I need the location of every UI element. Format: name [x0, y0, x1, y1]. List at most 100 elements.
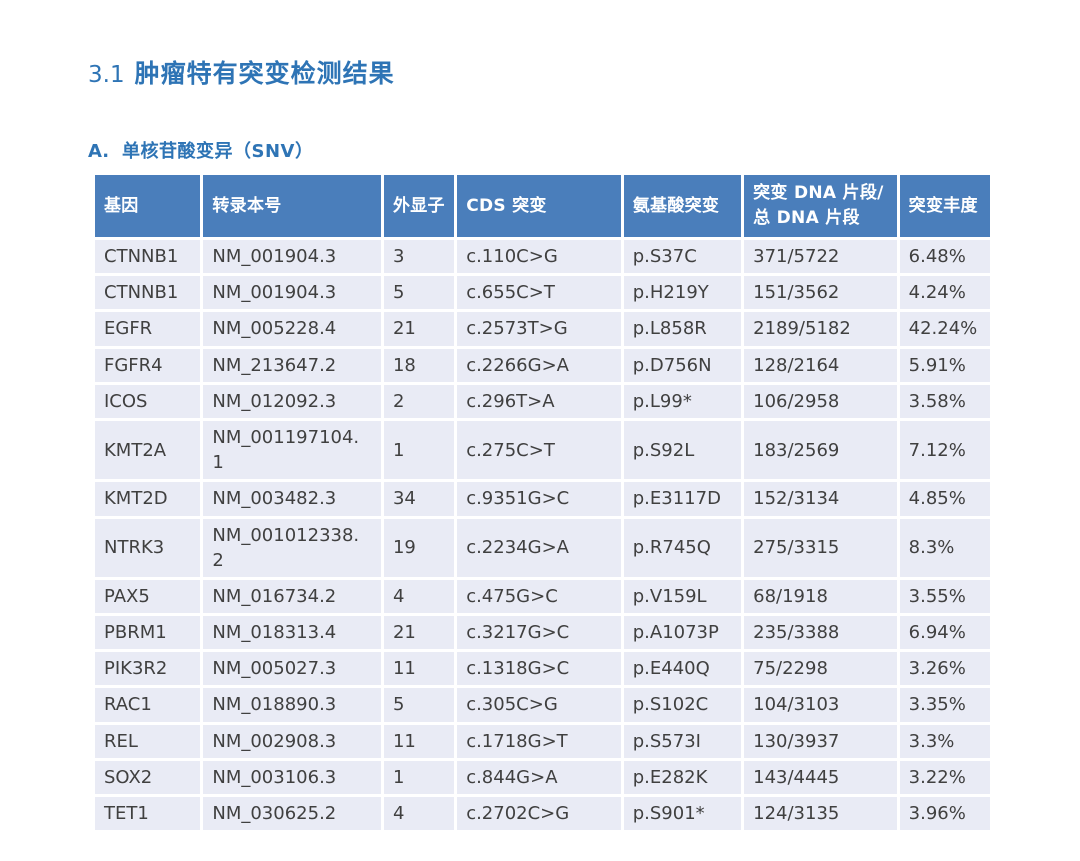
table-row: SOX2 NM_003106.3 1 c.844G>A p.E282K 143/… — [95, 760, 990, 794]
col-header-protein: 氨基酸突变 — [623, 175, 742, 237]
gene-cell: ICOS — [95, 384, 201, 418]
gene-cell: KMT2D — [95, 482, 201, 516]
table-row: KMT2D NM_003482.3 34 c.9351G>C p.E3117D … — [95, 482, 990, 516]
frequency-cell: 8.3% — [899, 518, 990, 577]
protein-cell: p.R745Q — [623, 518, 742, 577]
cds-cell: c.110C>G — [457, 240, 621, 274]
table-row: EGFR NM_005228.4 21 c.2573T>G p.L858R 21… — [95, 312, 990, 346]
table-row: NTRK3 NM_001012338.2 19 c.2234G>A p.R745… — [95, 518, 990, 577]
cds-cell: c.275C>T — [457, 420, 621, 480]
protein-cell: p.E282K — [623, 760, 742, 794]
gene-cell: REL — [95, 724, 201, 758]
exon-cell: 11 — [383, 652, 455, 686]
col-header-frequency: 突变丰度 — [899, 175, 990, 237]
cds-cell: c.3217G>C — [457, 616, 621, 650]
protein-cell: p.L858R — [623, 312, 742, 346]
table-row: FGFR4 NM_213647.2 18 c.2266G>A p.D756N 1… — [95, 348, 990, 382]
gene-cell: PIK3R2 — [95, 652, 201, 686]
col-header-transcript: 转录本号 — [203, 175, 381, 237]
frequency-cell: 6.94% — [899, 616, 990, 650]
col-header-exon: 外显子 — [383, 175, 455, 237]
gene-cell: RAC1 — [95, 688, 201, 722]
frequency-cell: 42.24% — [899, 312, 990, 346]
protein-cell: p.L99* — [623, 384, 742, 418]
gene-cell: TET1 — [95, 797, 201, 831]
cds-cell: c.2702C>G — [457, 797, 621, 831]
transcript-cell: NM_213647.2 — [203, 348, 381, 382]
col-header-cds: CDS 突变 — [457, 175, 621, 237]
transcript-cell: NM_018313.4 — [203, 616, 381, 650]
snv-table: 基因 转录本号 外显子 CDS 突变 氨基酸突变 突变 DNA 片段/ 总 DN… — [92, 172, 993, 833]
fragments-cell: 2189/5182 — [744, 312, 897, 346]
section-heading: 3.1 肿瘤特有突变检测结果 — [88, 54, 1080, 90]
transcript-cell: NM_003482.3 — [203, 482, 381, 516]
fragments-cell: 371/5722 — [744, 240, 897, 274]
frequency-cell: 3.35% — [899, 688, 990, 722]
gene-cell: NTRK3 — [95, 518, 201, 577]
protein-cell: p.A1073P — [623, 616, 742, 650]
subsection-heading: A. 单核苷酸变异（SNV） — [88, 137, 1080, 163]
protein-cell: p.S901* — [623, 797, 742, 831]
fragments-cell: 75/2298 — [744, 652, 897, 686]
header-row: 基因 转录本号 外显子 CDS 突变 氨基酸突变 突变 DNA 片段/ 总 DN… — [95, 175, 990, 237]
exon-cell: 4 — [383, 797, 455, 831]
report-page: 3.1 肿瘤特有突变检测结果 A. 单核苷酸变异（SNV） 基因 转录本号 外显… — [88, 54, 1080, 833]
cds-cell: c.475G>C — [457, 579, 621, 614]
protein-cell: p.H219Y — [623, 276, 742, 310]
table-row: RAC1 NM_018890.3 5 c.305C>G p.S102C 104/… — [95, 688, 990, 722]
protein-cell: p.S573I — [623, 724, 742, 758]
protein-cell: p.S92L — [623, 420, 742, 480]
frequency-cell: 3.96% — [899, 797, 990, 831]
exon-cell: 5 — [383, 276, 455, 310]
cds-cell: c.9351G>C — [457, 482, 621, 516]
exon-cell: 21 — [383, 312, 455, 346]
transcript-cell: NM_005027.3 — [203, 652, 381, 686]
section-number: 3.1 — [88, 62, 125, 88]
cds-cell: c.2266G>A — [457, 348, 621, 382]
frequency-cell: 4.24% — [899, 276, 990, 310]
transcript-cell: NM_012092.3 — [203, 384, 381, 418]
frequency-cell: 3.58% — [899, 384, 990, 418]
transcript-cell: NM_030625.2 — [203, 797, 381, 831]
table-row: ICOS NM_012092.3 2 c.296T>A p.L99* 106/2… — [95, 384, 990, 418]
subsection-title: 单核苷酸变异（SNV） — [122, 141, 314, 162]
table-row: TET1 NM_030625.2 4 c.2702C>G p.S901* 124… — [95, 797, 990, 831]
fragments-cell: 152/3134 — [744, 482, 897, 516]
table-row: PIK3R2 NM_005027.3 11 c.1318G>C p.E440Q … — [95, 652, 990, 686]
protein-cell: p.E3117D — [623, 482, 742, 516]
fragments-cell: 130/3937 — [744, 724, 897, 758]
frequency-cell: 6.48% — [899, 240, 990, 274]
exon-cell: 5 — [383, 688, 455, 722]
gene-cell: FGFR4 — [95, 348, 201, 382]
cds-cell: c.655C>T — [457, 276, 621, 310]
frequency-cell: 4.85% — [899, 482, 990, 516]
transcript-cell: NM_001904.3 — [203, 276, 381, 310]
cds-cell: c.296T>A — [457, 384, 621, 418]
gene-cell: PAX5 — [95, 579, 201, 614]
frequency-cell: 3.55% — [899, 579, 990, 614]
section-title: 肿瘤特有突变检测结果 — [134, 59, 395, 88]
frequency-cell: 7.12% — [899, 420, 990, 480]
protein-cell: p.E440Q — [623, 652, 742, 686]
exon-cell: 19 — [383, 518, 455, 577]
gene-cell: KMT2A — [95, 420, 201, 480]
table-row: PAX5 NM_016734.2 4 c.475G>C p.V159L 68/1… — [95, 579, 990, 614]
fragments-cell: 275/3315 — [744, 518, 897, 577]
subsection-label: A. — [88, 141, 110, 162]
transcript-cell: NM_005228.4 — [203, 312, 381, 346]
fragments-cell: 106/2958 — [744, 384, 897, 418]
gene-cell: SOX2 — [95, 760, 201, 794]
snv-table-body: CTNNB1 NM_001904.3 3 c.110C>G p.S37C 371… — [95, 240, 990, 831]
frequency-cell: 3.22% — [899, 760, 990, 794]
fragments-cell: 68/1918 — [744, 579, 897, 614]
protein-cell: p.S37C — [623, 240, 742, 274]
frequency-cell: 5.91% — [899, 348, 990, 382]
table-row: REL NM_002908.3 11 c.1718G>T p.S573I 130… — [95, 724, 990, 758]
transcript-cell: NM_001197104.1 — [203, 420, 381, 480]
exon-cell: 21 — [383, 616, 455, 650]
transcript-cell: NM_002908.3 — [203, 724, 381, 758]
exon-cell: 3 — [383, 240, 455, 274]
fragments-cell: 235/3388 — [744, 616, 897, 650]
exon-cell: 11 — [383, 724, 455, 758]
transcript-cell: NM_003106.3 — [203, 760, 381, 794]
